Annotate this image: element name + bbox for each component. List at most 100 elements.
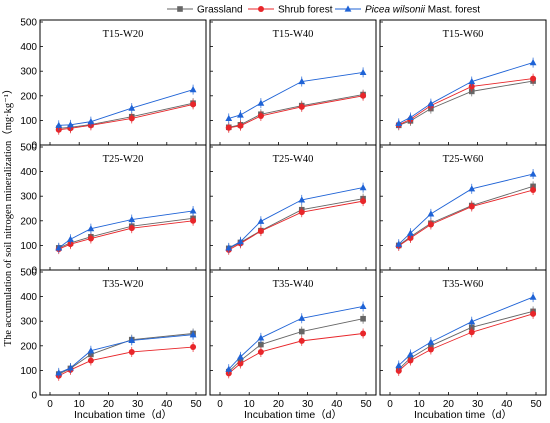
series-shrub-forest — [55, 99, 197, 135]
data-point — [298, 209, 305, 216]
series-line — [398, 296, 534, 366]
data-point — [395, 367, 402, 374]
x-tick-label: 40 — [161, 399, 173, 410]
y-tick-label: 100 — [20, 366, 37, 377]
x-tick-label: 0 — [387, 399, 393, 410]
series-grassland — [395, 181, 536, 251]
data-point — [257, 217, 265, 224]
panel-t15-w20: 0 100 200 300 400 500 T15-W20 — [20, 18, 207, 152]
data-point — [87, 347, 95, 354]
series-line — [398, 78, 534, 126]
series-line — [228, 198, 364, 249]
data-point — [298, 77, 306, 85]
y-tick-label: 400 — [20, 42, 37, 53]
data-point — [257, 112, 264, 119]
data-point — [360, 198, 367, 205]
data-point — [298, 103, 305, 110]
legend-label-rest: Mast. forest — [425, 5, 480, 16]
data-point — [128, 336, 136, 343]
panel-t25-w40: T25-W40 — [209, 144, 377, 271]
data-point — [530, 75, 537, 82]
series-grassland — [55, 98, 196, 134]
data-point — [67, 235, 74, 242]
data-point — [395, 240, 403, 247]
series-line — [58, 346, 194, 377]
data-point — [529, 170, 537, 177]
data-point — [360, 315, 366, 322]
data-point — [407, 357, 414, 364]
panel-title: T25-W60 — [443, 154, 484, 165]
series-shrub-forest — [55, 342, 197, 381]
data-point — [237, 238, 244, 245]
panel-title: T35-W60 — [443, 279, 484, 290]
series-line — [228, 305, 364, 370]
data-point — [360, 92, 367, 99]
x-tick-label: 40 — [501, 399, 513, 410]
y-tick-label: 200 — [20, 91, 37, 102]
y-axis-label: The accumulation of soil nitrogen minera… — [2, 84, 14, 347]
series-picea-forest — [55, 84, 197, 131]
y-tick-label: 500 — [20, 18, 37, 29]
y-tick-label: 100 — [20, 241, 37, 252]
legend-marker — [344, 5, 352, 12]
series-line — [228, 71, 364, 119]
data-point — [189, 207, 197, 214]
data-point — [395, 361, 403, 369]
panel-title: T15-W40 — [273, 29, 314, 40]
y-tick-label: 200 — [20, 341, 37, 352]
series-line — [58, 334, 194, 374]
data-point — [468, 185, 476, 192]
x-axis-label-col3: Incubation time（d） — [414, 409, 512, 421]
data-point — [468, 329, 475, 336]
x-tick-label: 20 — [103, 399, 115, 410]
data-point — [529, 58, 537, 66]
x-tick-label: 50 — [360, 399, 372, 410]
data-point — [237, 122, 244, 129]
series-shrub-forest — [55, 215, 197, 255]
data-point — [87, 118, 95, 125]
data-point — [298, 337, 305, 344]
series-line — [228, 95, 364, 129]
data-point — [55, 121, 63, 128]
data-point — [87, 357, 94, 364]
data-point — [298, 196, 306, 203]
x-tick-label: 10 — [74, 399, 86, 410]
data-point — [237, 360, 244, 367]
panel-title: T15-W60 — [443, 29, 484, 40]
data-point — [427, 221, 434, 228]
data-point — [87, 235, 94, 242]
series-line — [398, 189, 534, 247]
series-picea-forest — [395, 292, 537, 371]
legend-item: Shrub forest — [248, 5, 333, 16]
data-point — [87, 225, 95, 232]
y-tick-label: 400 — [20, 292, 37, 303]
y-tick-label: 300 — [20, 317, 37, 328]
data-point — [225, 365, 233, 372]
data-point — [468, 318, 476, 325]
series-shrub-forest — [395, 73, 537, 130]
x-tick-label: 10 — [414, 399, 426, 410]
data-point — [55, 244, 63, 251]
x-tick-label: 0 — [217, 399, 223, 410]
series-shrub-forest — [395, 308, 537, 376]
series-picea-forest — [55, 329, 197, 378]
data-point — [67, 364, 74, 371]
legend-item: Picea wilsonii Mast. forest — [335, 5, 480, 16]
series-shrub-forest — [395, 185, 537, 251]
data-point — [359, 68, 367, 76]
panel-frame — [209, 269, 377, 396]
series-line — [228, 200, 364, 251]
data-point — [128, 215, 136, 223]
data-point — [257, 334, 265, 341]
legend: Grassland Shrub forest Picea wilsonii Mast… — [167, 5, 480, 16]
x-tick-label: 40 — [331, 399, 343, 410]
data-point — [225, 114, 233, 122]
data-point — [190, 217, 197, 224]
data-point — [530, 310, 537, 317]
legend-label: Picea wilsonii Mast. forest — [365, 5, 480, 16]
data-point — [427, 210, 435, 217]
series-grassland — [395, 306, 536, 375]
panel-title: T35-W20 — [103, 279, 144, 290]
x-axis-label-col1: Incubation time（d） — [74, 409, 172, 421]
legend-marker — [258, 6, 264, 12]
